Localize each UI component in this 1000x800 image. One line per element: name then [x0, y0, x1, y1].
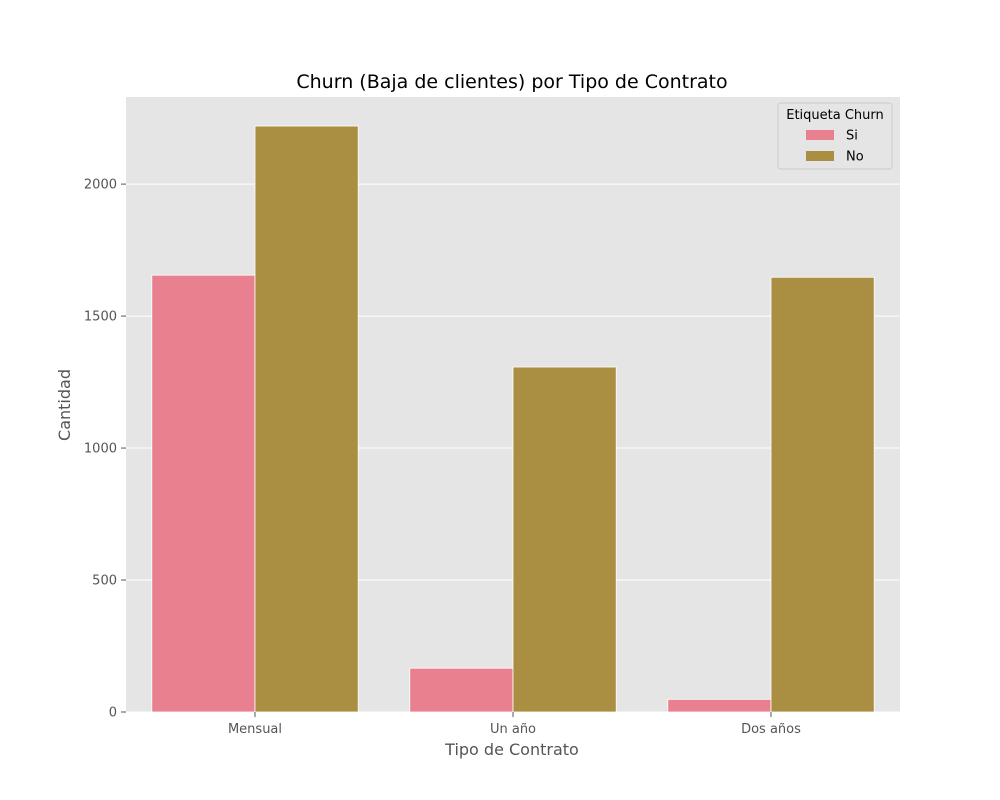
- bar-si-2: [409, 667, 514, 713]
- bar-no-3: [770, 276, 875, 713]
- legend-label-si: Si: [846, 129, 858, 144]
- y-tick-label: 1500: [84, 310, 117, 325]
- x-tick-label: Dos años: [741, 722, 801, 737]
- legend-swatch-si: [806, 130, 834, 140]
- bars: [151, 125, 875, 713]
- x-axis-ticks: Mensual Un año Dos años: [228, 712, 801, 737]
- chart-title: Churn (Baja de clientes) por Tipo de Con…: [296, 71, 727, 93]
- y-tick-label: 1000: [84, 442, 117, 457]
- legend-label-no: No: [846, 150, 864, 165]
- x-tick-label: Un año: [490, 722, 536, 737]
- bar-no-1: [254, 125, 359, 713]
- y-axis-label: Cantidad: [55, 369, 74, 441]
- legend-title: Etiqueta Churn: [786, 108, 884, 123]
- x-tick-label: Mensual: [228, 722, 282, 737]
- y-tick-label: 0: [109, 706, 117, 721]
- y-axis-ticks: 0 500 1000 1500 2000: [84, 178, 126, 721]
- y-tick-label: 500: [92, 574, 117, 589]
- y-tick-label: 2000: [84, 178, 117, 193]
- bar-si-3: [667, 698, 772, 713]
- x-axis-label: Tipo de Contrato: [444, 740, 579, 759]
- bar-si-1: [151, 274, 256, 713]
- bar-no-2: [512, 366, 617, 713]
- legend: Etiqueta Churn Si No: [777, 102, 893, 170]
- legend-swatch-no: [806, 151, 834, 161]
